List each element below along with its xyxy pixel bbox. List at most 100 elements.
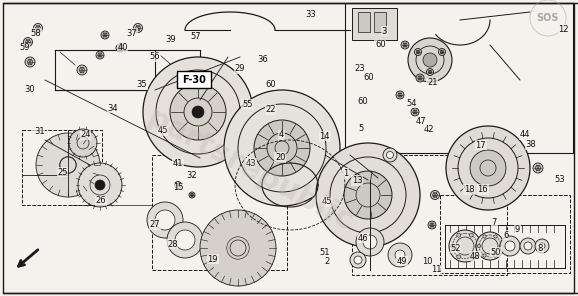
Circle shape: [254, 120, 310, 176]
Text: 34: 34: [108, 104, 118, 112]
Circle shape: [95, 180, 105, 190]
Circle shape: [439, 49, 446, 56]
Text: 27: 27: [150, 220, 160, 229]
Text: partsrepublic: partsrepublic: [142, 103, 358, 237]
Text: 60: 60: [265, 80, 276, 89]
Circle shape: [344, 171, 392, 219]
Circle shape: [414, 49, 421, 56]
Text: 51: 51: [320, 248, 330, 257]
Circle shape: [457, 255, 461, 259]
Circle shape: [316, 143, 420, 247]
Bar: [374, 12, 386, 32]
Circle shape: [476, 244, 480, 248]
Text: 49: 49: [397, 257, 407, 266]
Text: 44: 44: [520, 130, 530, 139]
Text: 31: 31: [34, 127, 45, 136]
Circle shape: [25, 57, 35, 67]
Circle shape: [395, 250, 405, 260]
Text: 36: 36: [258, 55, 268, 64]
Text: 8: 8: [538, 244, 543, 253]
Text: 26: 26: [96, 196, 106, 205]
Text: 16: 16: [477, 185, 488, 194]
Circle shape: [224, 90, 340, 206]
Text: 5: 5: [358, 124, 364, 133]
Circle shape: [533, 163, 543, 173]
Text: 41: 41: [173, 159, 183, 168]
Text: 50: 50: [491, 248, 501, 257]
Circle shape: [77, 65, 87, 75]
Text: 60: 60: [358, 97, 368, 106]
Circle shape: [24, 38, 32, 46]
Text: 24: 24: [80, 130, 91, 139]
Circle shape: [34, 23, 43, 33]
Text: 52: 52: [450, 244, 461, 252]
Circle shape: [155, 210, 175, 230]
Text: 53: 53: [554, 175, 565, 184]
Text: 38: 38: [525, 140, 536, 149]
Text: 58: 58: [31, 29, 41, 38]
Circle shape: [520, 238, 536, 254]
Circle shape: [499, 244, 503, 248]
Text: 43: 43: [246, 159, 257, 168]
Text: 35: 35: [136, 80, 147, 89]
Circle shape: [535, 239, 549, 253]
Text: 14: 14: [320, 132, 330, 141]
Bar: [352, 8, 397, 40]
Text: 21: 21: [427, 78, 438, 87]
Text: 60: 60: [364, 73, 374, 82]
Text: 23: 23: [354, 64, 365, 73]
Text: 45: 45: [158, 126, 168, 135]
Circle shape: [428, 221, 436, 229]
Text: 1: 1: [343, 169, 349, 178]
Circle shape: [427, 68, 434, 75]
Circle shape: [396, 91, 404, 99]
Circle shape: [350, 252, 366, 268]
Text: 4: 4: [279, 130, 284, 139]
Text: 56: 56: [150, 52, 160, 61]
Circle shape: [189, 192, 195, 198]
Text: 37: 37: [127, 29, 137, 38]
Circle shape: [200, 210, 276, 286]
Circle shape: [387, 152, 394, 158]
Bar: [440, 195, 570, 273]
Circle shape: [450, 244, 454, 248]
Circle shape: [408, 38, 452, 82]
Text: 60: 60: [375, 41, 386, 49]
Circle shape: [167, 222, 203, 258]
Circle shape: [449, 230, 481, 262]
Text: 29: 29: [235, 64, 245, 73]
Text: 46: 46: [358, 234, 368, 243]
Text: 30: 30: [25, 85, 35, 94]
Text: 55: 55: [242, 100, 253, 109]
Text: 7: 7: [491, 218, 497, 226]
Bar: [22, 130, 102, 205]
Circle shape: [354, 256, 362, 264]
Circle shape: [470, 150, 506, 186]
Circle shape: [363, 235, 377, 249]
Circle shape: [175, 181, 181, 189]
Text: 19: 19: [208, 255, 218, 263]
Bar: [352, 155, 507, 275]
Text: 42: 42: [424, 125, 434, 134]
Circle shape: [388, 243, 412, 267]
Circle shape: [539, 243, 545, 249]
Circle shape: [457, 233, 461, 237]
Circle shape: [469, 233, 473, 237]
Text: 9: 9: [514, 225, 520, 234]
Bar: [152, 155, 287, 270]
Text: 28: 28: [167, 240, 177, 249]
Text: 18: 18: [464, 185, 475, 194]
Circle shape: [78, 163, 122, 207]
Circle shape: [483, 235, 486, 238]
Circle shape: [524, 242, 532, 250]
Circle shape: [416, 74, 424, 82]
Circle shape: [383, 148, 397, 162]
Text: 12: 12: [558, 25, 569, 34]
Circle shape: [494, 254, 497, 257]
Text: 6: 6: [503, 231, 509, 240]
Circle shape: [505, 241, 515, 251]
Text: 54: 54: [406, 99, 417, 107]
Circle shape: [170, 84, 226, 140]
Text: F-30: F-30: [182, 75, 206, 85]
Text: 59: 59: [19, 44, 29, 52]
